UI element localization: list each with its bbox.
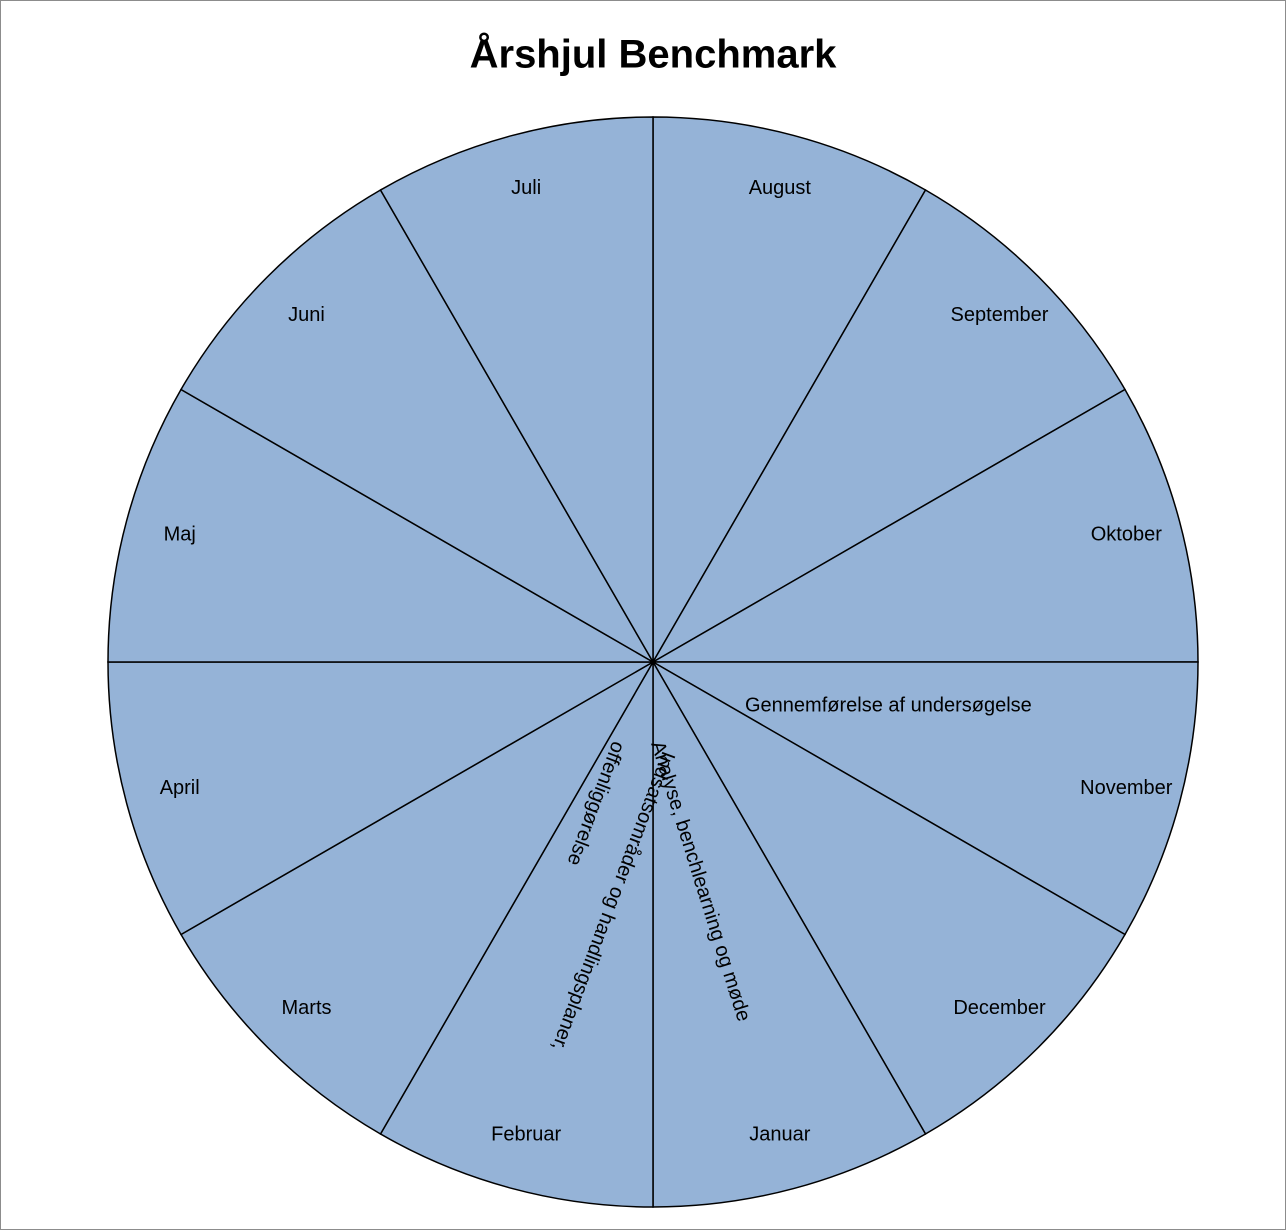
pie-slice	[650, 659, 1127, 1136]
slice-label: Marts	[282, 997, 332, 1019]
pie-slice	[379, 659, 654, 1208]
slice-label: September	[951, 304, 1049, 326]
slice-label: Juni	[288, 304, 325, 326]
pie-slice	[107, 661, 656, 936]
chart-title: Årshjul Benchmark	[470, 32, 838, 77]
pie-slice	[650, 661, 1199, 936]
slice-label: April	[160, 777, 200, 799]
slice-label: Februar	[491, 1124, 561, 1146]
slice-label: Maj	[164, 523, 196, 545]
pie-slice	[650, 188, 1127, 665]
slice-label: December	[953, 997, 1046, 1019]
annotation: Gennemførelse af undersøgelse	[745, 694, 1032, 716]
pie-slice	[179, 188, 656, 665]
pie-slice	[650, 388, 1199, 663]
pie-slice	[652, 659, 927, 1208]
slice-label: Juli	[511, 177, 541, 199]
pie-slice	[652, 116, 927, 665]
pie-slice	[179, 659, 656, 1136]
pie-slice	[379, 116, 654, 665]
slice-label: November	[1080, 777, 1173, 799]
slice-label: Januar	[749, 1124, 810, 1146]
slice-label: Oktober	[1091, 523, 1162, 545]
pie-slice	[107, 388, 656, 663]
slice-label: August	[749, 177, 812, 199]
